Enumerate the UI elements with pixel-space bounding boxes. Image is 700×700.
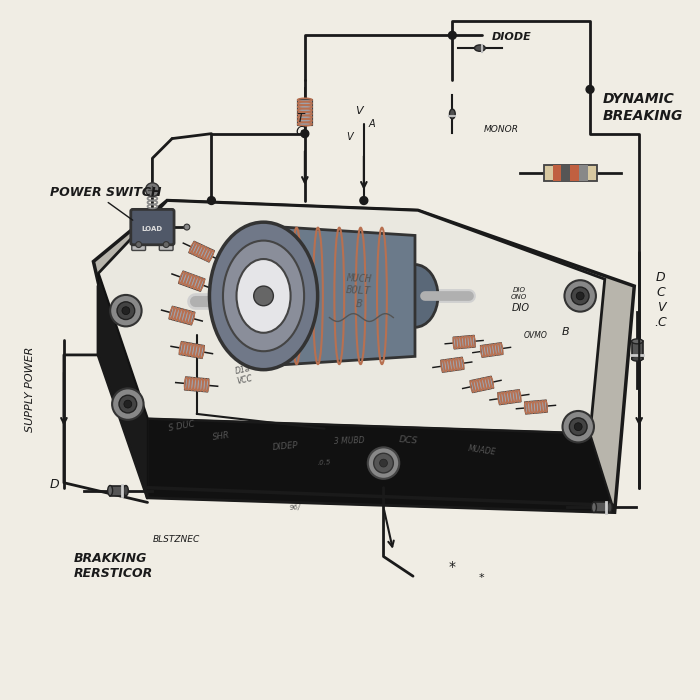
Circle shape: [574, 423, 582, 430]
Ellipse shape: [392, 265, 438, 328]
Circle shape: [207, 197, 216, 204]
Polygon shape: [440, 357, 464, 372]
Text: B: B: [356, 299, 363, 309]
Circle shape: [163, 241, 169, 248]
Circle shape: [117, 302, 134, 319]
Circle shape: [571, 287, 589, 304]
Circle shape: [368, 447, 399, 479]
Circle shape: [110, 295, 141, 326]
Circle shape: [119, 395, 136, 413]
Circle shape: [253, 286, 274, 306]
Ellipse shape: [237, 259, 290, 332]
Circle shape: [563, 411, 594, 442]
Polygon shape: [524, 400, 547, 414]
Text: *: *: [449, 560, 456, 574]
Text: D1a
VCC: D1a VCC: [234, 363, 253, 386]
Ellipse shape: [475, 45, 485, 51]
Text: DIO
ONO: DIO ONO: [511, 287, 527, 300]
Circle shape: [184, 224, 190, 230]
Polygon shape: [453, 335, 475, 349]
Polygon shape: [263, 226, 415, 366]
Polygon shape: [298, 99, 312, 125]
Polygon shape: [179, 342, 204, 358]
Circle shape: [301, 130, 309, 138]
Polygon shape: [570, 165, 580, 181]
Text: DIDEP: DIDEP: [272, 441, 298, 452]
Text: 96/: 96/: [289, 504, 301, 511]
Text: MUADE: MUADE: [467, 444, 496, 456]
Text: POWER SWITCH: POWER SWITCH: [50, 186, 162, 199]
Polygon shape: [98, 200, 605, 433]
Text: D: D: [49, 477, 59, 491]
Text: T: T: [296, 112, 304, 125]
Circle shape: [112, 389, 144, 420]
Circle shape: [360, 197, 368, 204]
Text: MONOR: MONOR: [484, 125, 519, 134]
Text: D
C
V
.C: D C V .C: [654, 272, 667, 329]
Text: SHR: SHR: [212, 431, 230, 442]
Ellipse shape: [631, 339, 643, 344]
Text: G: G: [295, 125, 304, 138]
FancyBboxPatch shape: [132, 239, 146, 251]
Text: LOAD: LOAD: [142, 226, 163, 232]
Ellipse shape: [123, 486, 128, 496]
Polygon shape: [470, 376, 494, 393]
FancyBboxPatch shape: [160, 239, 173, 251]
Polygon shape: [544, 165, 597, 181]
Circle shape: [379, 459, 388, 467]
Polygon shape: [631, 342, 643, 358]
Polygon shape: [579, 165, 588, 181]
Polygon shape: [98, 273, 148, 498]
Polygon shape: [93, 200, 634, 512]
Circle shape: [569, 418, 587, 435]
Text: *: *: [479, 573, 484, 583]
Text: S DUC: S DUC: [168, 420, 196, 433]
Polygon shape: [498, 389, 521, 405]
Polygon shape: [561, 165, 571, 181]
Text: BRAKKING
RERSTICOR: BRAKKING RERSTICOR: [74, 552, 153, 580]
Text: BOLT: BOLT: [346, 286, 372, 297]
Text: DIO: DIO: [512, 302, 530, 313]
Polygon shape: [184, 377, 209, 392]
Text: 3 MUBD: 3 MUBD: [334, 435, 365, 445]
Text: MUCH: MUCH: [346, 272, 372, 284]
Text: DIODE: DIODE: [491, 32, 531, 42]
Text: B: B: [561, 327, 569, 337]
Text: DYNAMIC
BREAKING: DYNAMIC BREAKING: [603, 92, 683, 122]
Polygon shape: [594, 502, 610, 512]
Text: SUPPLY POWER: SUPPLY POWER: [25, 346, 34, 432]
Text: .0.5: .0.5: [318, 460, 331, 466]
Polygon shape: [178, 271, 205, 291]
Circle shape: [122, 307, 130, 314]
Circle shape: [146, 183, 160, 197]
Circle shape: [586, 85, 594, 93]
Polygon shape: [189, 241, 214, 262]
Text: V: V: [355, 106, 363, 116]
Text: A: A: [368, 119, 375, 129]
Polygon shape: [552, 165, 562, 181]
Polygon shape: [148, 419, 615, 512]
Ellipse shape: [223, 241, 304, 351]
Ellipse shape: [592, 502, 596, 512]
Polygon shape: [169, 306, 195, 325]
Ellipse shape: [449, 109, 455, 119]
Circle shape: [374, 454, 393, 473]
Ellipse shape: [631, 356, 643, 361]
Text: V: V: [346, 132, 352, 141]
Circle shape: [564, 280, 596, 312]
Text: DCS: DCS: [398, 435, 418, 446]
Text: BLSTZNEC: BLSTZNEC: [153, 535, 199, 544]
Ellipse shape: [209, 222, 318, 370]
Circle shape: [576, 292, 584, 300]
Ellipse shape: [607, 502, 612, 512]
Circle shape: [136, 241, 141, 248]
Circle shape: [124, 400, 132, 408]
Circle shape: [449, 32, 456, 39]
Ellipse shape: [108, 486, 113, 496]
Polygon shape: [110, 486, 126, 496]
Polygon shape: [480, 342, 503, 358]
FancyBboxPatch shape: [131, 209, 174, 245]
Text: OVMO: OVMO: [524, 331, 548, 340]
